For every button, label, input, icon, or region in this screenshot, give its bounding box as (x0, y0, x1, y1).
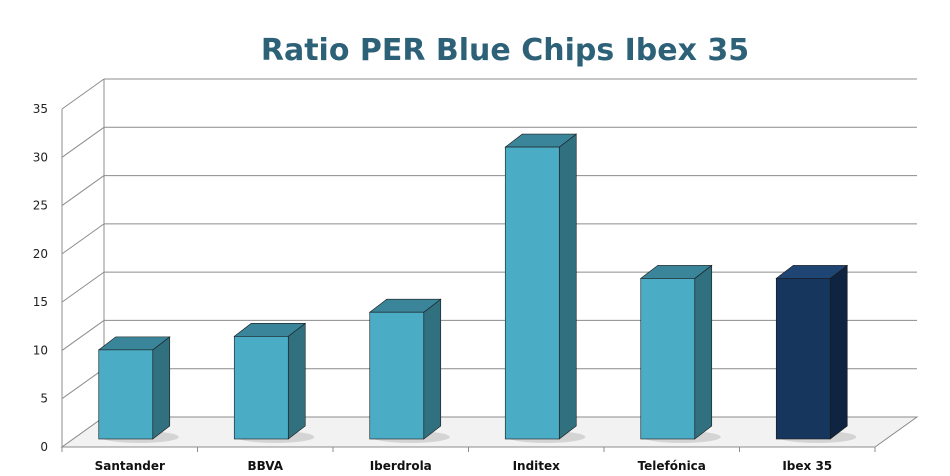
y-tick-label: 20 (33, 247, 48, 261)
x-category-label: BBVA (247, 459, 283, 473)
bar (368, 298, 450, 443)
gridline (61, 78, 917, 110)
gridline (61, 175, 917, 206)
x-category-label: Telefónica (638, 459, 706, 473)
chart-title: Ratio PER Blue Chips Ibex 35 (261, 33, 749, 68)
bar (233, 322, 315, 443)
y-tick-label: 35 (33, 102, 48, 116)
x-axis-labels: Santander BBVA Iberdrola Inditex Telefónica I… (95, 459, 833, 473)
bar (639, 264, 721, 443)
y-tick-label: 25 (33, 199, 48, 213)
bar (775, 264, 857, 443)
bars (97, 133, 857, 443)
y-tick-label: 30 (33, 150, 48, 164)
bar (504, 133, 586, 443)
gridline (61, 223, 917, 255)
x-category-label: Iberdrola (370, 459, 432, 473)
y-tick-label: 15 (33, 295, 48, 309)
x-category-label: Ibex 35 (782, 459, 832, 473)
y-axis: 0 5 10 15 20 25 30 35 (33, 102, 876, 454)
y-tick-label: 5 (40, 392, 48, 406)
y-tick-label: 0 (40, 440, 48, 454)
bar (97, 336, 179, 443)
x-category-label: Inditex (513, 459, 561, 473)
gridline (61, 126, 917, 158)
x-category-label: Santander (95, 459, 165, 473)
y-tick-label: 10 (33, 343, 48, 357)
